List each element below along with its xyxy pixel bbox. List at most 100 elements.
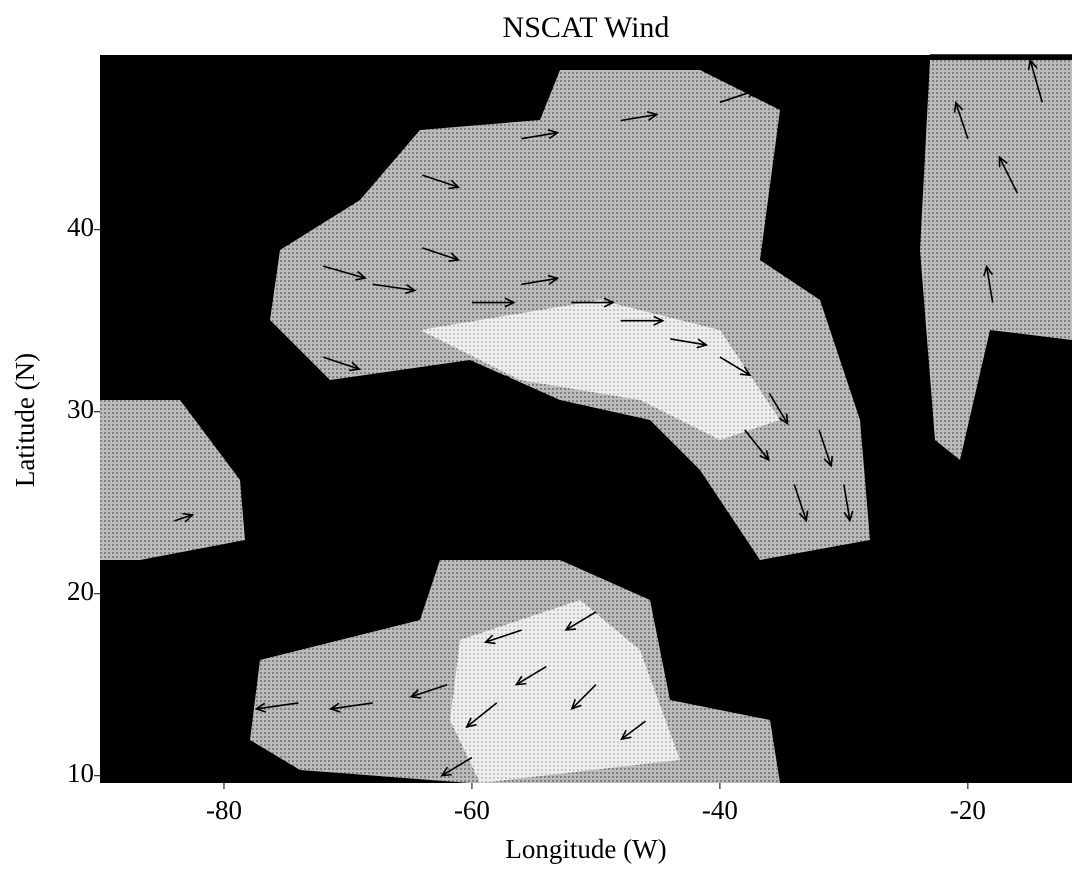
wind-arrow xyxy=(768,393,789,426)
arrow-shaft xyxy=(1029,60,1044,103)
shaded-region xyxy=(920,60,1072,460)
arrow-shaft xyxy=(372,283,415,292)
y-tick-label: 20 xyxy=(67,576,94,606)
y-tick-label: 10 xyxy=(67,758,94,788)
wind-arrow xyxy=(483,629,522,645)
wind-arrow xyxy=(793,484,809,523)
wind-arrow xyxy=(465,702,498,729)
wind-arrow xyxy=(620,720,646,741)
arrow-shaft xyxy=(998,156,1019,194)
arrow-shaft xyxy=(466,702,498,728)
x-tick-label: -60 xyxy=(454,795,490,825)
arrow-head xyxy=(759,449,770,462)
arrow-head xyxy=(983,264,994,277)
arrow-shaft xyxy=(174,514,193,522)
arrow-head xyxy=(182,512,195,523)
wind-arrow xyxy=(983,264,994,303)
arrow-head xyxy=(653,315,665,326)
arrow-shaft xyxy=(256,702,299,710)
shaded-region xyxy=(100,400,245,560)
wind-arrow xyxy=(998,155,1019,194)
wind-arrow xyxy=(570,684,597,711)
arrow-shaft xyxy=(793,484,808,521)
arrow-head xyxy=(739,366,752,377)
arrow-shaft xyxy=(441,756,473,777)
arrow-head xyxy=(1027,58,1038,71)
arrow-head xyxy=(514,675,527,686)
arrow-head xyxy=(696,338,709,349)
arrow-shaft xyxy=(322,265,366,279)
x-tick-label: -40 xyxy=(702,795,738,825)
arrow-shaft xyxy=(719,89,757,104)
arrow-shaft xyxy=(515,665,547,686)
wind-arrow xyxy=(254,702,299,713)
arrow-head xyxy=(547,274,560,285)
arrow-head xyxy=(349,361,361,372)
arrow-head xyxy=(440,766,452,777)
arrow-head xyxy=(547,129,560,140)
wind-arrow xyxy=(719,88,758,104)
arrow-head xyxy=(570,699,582,711)
wind-arrow xyxy=(409,683,448,699)
wind-arrow xyxy=(471,374,516,386)
arrow-head xyxy=(448,179,461,190)
arrow-shaft xyxy=(187,738,225,759)
wind-arrow xyxy=(521,129,560,140)
arrow-shaft xyxy=(485,629,522,643)
wind-arrow xyxy=(744,429,770,462)
x-axis-label: Longitude (W) xyxy=(505,834,666,864)
arrow-head xyxy=(603,297,615,308)
arrow-head xyxy=(186,748,198,759)
arrow-shaft xyxy=(843,484,851,521)
arrow-shaft xyxy=(768,393,789,424)
arrow-head xyxy=(465,717,477,729)
arrow-shaft xyxy=(330,702,373,710)
wind-arrow xyxy=(818,88,851,104)
arrow-head xyxy=(404,284,417,295)
arrow-shaft xyxy=(565,611,597,631)
arrow-head xyxy=(745,88,758,98)
arrow-shaft xyxy=(621,720,646,740)
wind-arrow xyxy=(670,338,709,349)
wind-arrow xyxy=(328,702,373,713)
shaded-region xyxy=(420,300,780,440)
wind-arrow xyxy=(186,738,225,759)
arrow-head xyxy=(483,634,496,645)
arrow-head xyxy=(953,100,964,113)
x-tick-label: -20 xyxy=(950,795,986,825)
arrow-shaft xyxy=(571,684,597,710)
wind-arrow xyxy=(818,429,834,468)
arrow-head xyxy=(504,375,516,386)
arrow-shaft xyxy=(322,356,360,370)
arrow-shaft xyxy=(422,247,459,261)
wind-arrow xyxy=(422,174,461,190)
wind-arrow xyxy=(471,297,516,308)
arrow-shaft xyxy=(818,429,832,467)
arrow-head xyxy=(409,689,422,699)
wind-arrow xyxy=(440,756,473,777)
arrow-shaft xyxy=(744,429,770,461)
arrow-shaft xyxy=(985,266,994,303)
arrow-head xyxy=(355,270,367,281)
arrow-shaft xyxy=(670,338,707,346)
wind-arrow xyxy=(1027,58,1044,103)
wind-arrow xyxy=(719,356,752,377)
arrow-head xyxy=(843,510,854,523)
arrow-shaft xyxy=(818,89,850,104)
arrow-head xyxy=(646,110,659,121)
arrow-shaft xyxy=(521,131,558,140)
y-tick-label: 30 xyxy=(67,394,94,424)
chart-title: NSCAT Wind xyxy=(503,11,670,44)
arrow-head xyxy=(504,297,516,308)
arrow-shaft xyxy=(521,277,558,286)
arrow-head xyxy=(620,729,632,741)
wind-arrow xyxy=(564,611,597,631)
wind-arrow xyxy=(322,356,361,372)
arrow-head xyxy=(798,510,809,523)
wind-arrow xyxy=(620,110,659,122)
wind-arrow xyxy=(422,247,461,262)
wind-arrow xyxy=(620,315,665,326)
arrow-shaft xyxy=(410,683,448,698)
